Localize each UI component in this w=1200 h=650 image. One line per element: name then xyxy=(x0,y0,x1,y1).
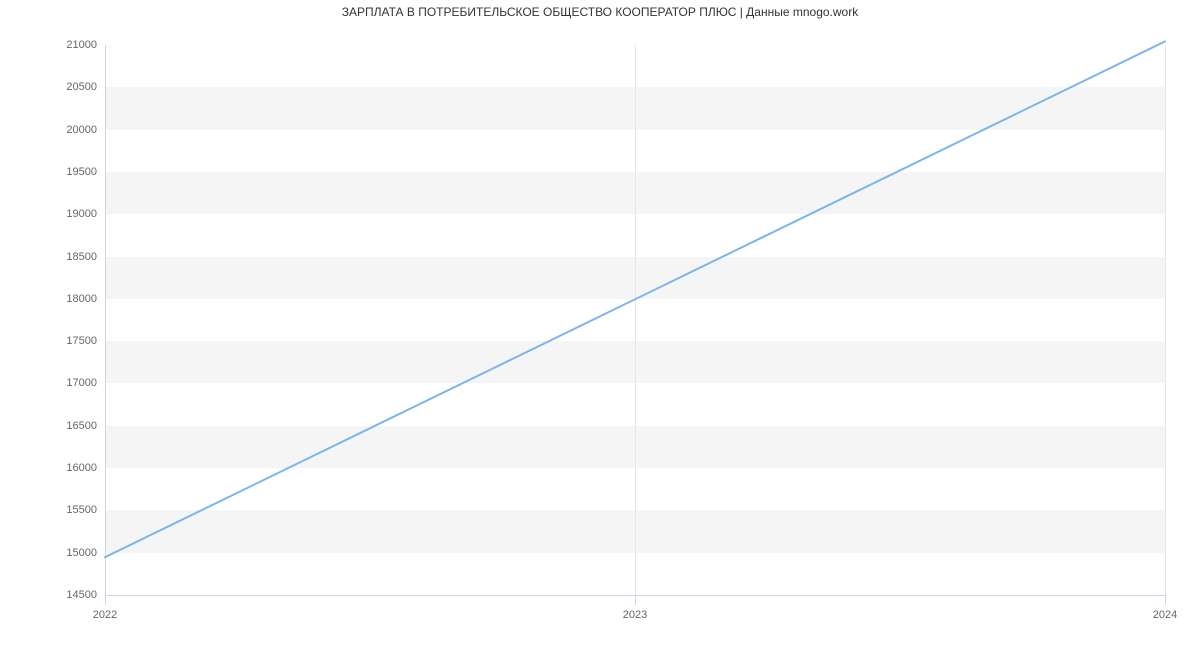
y-axis-label: 14500 xyxy=(0,589,97,601)
y-axis-label: 18500 xyxy=(0,251,97,263)
y-axis-label: 17500 xyxy=(0,335,97,347)
y-axis-label: 20500 xyxy=(0,81,97,93)
x-axis-label: 2022 xyxy=(93,609,117,621)
chart-title: ЗАРПЛАТА В ПОТРЕБИТЕЛЬСКОЕ ОБЩЕСТВО КООП… xyxy=(0,5,1200,19)
y-axis-label: 17000 xyxy=(0,377,97,389)
y-axis-label: 16500 xyxy=(0,420,97,432)
y-axis-label: 15000 xyxy=(0,547,97,559)
x-axis-tick xyxy=(105,595,106,605)
y-axis-label: 21000 xyxy=(0,39,97,51)
y-axis-label: 19500 xyxy=(0,166,97,178)
series-layer xyxy=(105,45,1165,595)
y-axis-label: 15500 xyxy=(0,504,97,516)
x-axis-label: 2023 xyxy=(623,609,647,621)
series-line xyxy=(105,41,1165,557)
y-axis-label: 16000 xyxy=(0,462,97,474)
x-gridline xyxy=(1165,45,1166,595)
y-axis-label: 20000 xyxy=(0,124,97,136)
x-axis-tick xyxy=(1165,595,1166,605)
y-axis-label: 19000 xyxy=(0,208,97,220)
chart-container: ЗАРПЛАТА В ПОТРЕБИТЕЛЬСКОЕ ОБЩЕСТВО КООП… xyxy=(0,0,1200,650)
x-axis-label: 2024 xyxy=(1153,609,1177,621)
plot-area xyxy=(105,45,1165,595)
y-axis-label: 18000 xyxy=(0,293,97,305)
x-axis-tick xyxy=(635,595,636,605)
